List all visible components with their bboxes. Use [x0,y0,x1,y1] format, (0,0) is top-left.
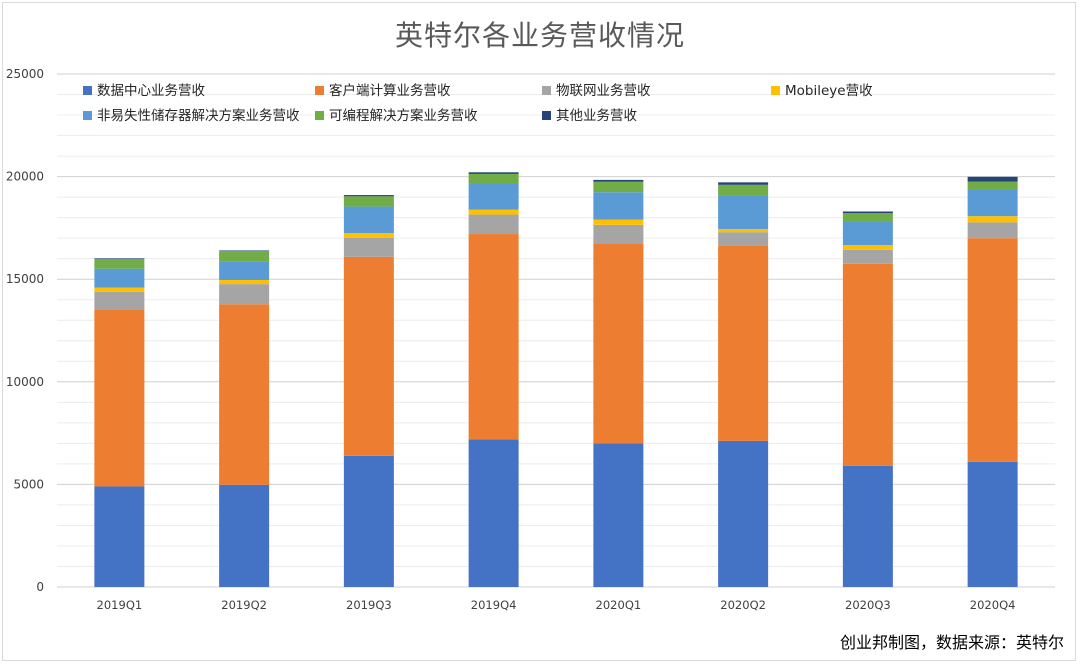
bar-segment [842,221,893,246]
x-tick-label: 2019Q3 [346,598,392,612]
y-tick-label: 25000 [6,67,44,81]
bar-segment [718,245,769,441]
bar-segment [718,229,769,233]
bar-segment [842,249,893,264]
bar-segment [593,179,644,182]
legend-swatch [771,86,780,95]
x-tick-label: 2020Q1 [596,598,642,612]
bar-segment [593,443,644,587]
bar-segment [94,287,145,292]
bar-segment [718,184,769,196]
x-tick-label: 2020Q4 [970,598,1016,612]
bar-segment [468,234,519,440]
chart-title: 英特尔各业务营收情况 [394,19,685,52]
legend-label: Mobileye营收 [785,83,873,99]
bar-segment [219,261,270,281]
bar-segment [343,196,394,207]
bar-segment [593,224,644,244]
bar-segment [343,195,394,197]
bar-segment [967,216,1018,223]
legend-item: 非易失性储存器解决方案业务营收 [83,104,300,124]
y-tick-label: 10000 [6,375,44,389]
legend-item: 可编程解决方案业务营收 [315,104,478,124]
source-note: 创业邦制图，数据来源：英特尔 [839,633,1064,652]
x-tick-label: 2019Q4 [471,598,517,612]
legend-item: 数据中心业务营收 [83,79,205,99]
legend-swatch [542,111,551,120]
bar-segment [219,284,270,305]
legend-swatch [83,111,92,120]
bar-segment [593,219,644,225]
bar-segment [842,213,893,222]
bar-segment [468,173,519,184]
y-tick-label: 0 [36,580,44,594]
legend-label: 客户端计算业务营收 [329,83,451,99]
x-tick-label: 2020Q2 [720,598,766,612]
bar-segment [343,237,394,257]
bar-segment [94,268,145,288]
x-tick-label: 2019Q1 [97,598,143,612]
bar-segment [842,245,893,250]
x-tick-label: 2019Q2 [221,598,267,612]
bar-segment [343,206,394,234]
legend-item: 客户端计算业务营收 [315,79,451,99]
y-tick-label: 5000 [13,477,44,491]
legend-swatch [83,86,92,95]
legend-swatch [315,86,324,95]
bar-segment [967,461,1018,587]
bar-segment [842,211,893,214]
bar-segment [94,258,145,259]
legend-label: 其他业务营收 [556,108,637,124]
bar-segment [842,465,893,587]
legend-label: 数据中心业务营收 [97,83,205,99]
bar-segment [94,309,145,487]
bar-segment [219,304,270,485]
bar-segment [468,439,519,587]
bar-segment [343,455,394,587]
bar-segment [718,182,769,185]
bar-segment [593,181,644,193]
legend-item: 物联网业务营收 [542,79,651,99]
bar-segment [94,258,145,269]
y-tick-label: 20000 [6,170,44,184]
bar-segment [219,484,270,587]
bar-segment [967,176,1018,182]
bar-segment [718,232,769,246]
legend-item: 其他业务营收 [542,104,637,124]
bar-segment [468,209,519,215]
bar-segment [718,440,769,587]
legend-swatch [315,111,324,120]
bar-segment [219,250,270,252]
legend-swatch [542,86,551,95]
y-tick-label: 15000 [6,272,44,286]
bar-segment [967,181,1018,190]
bar-segment [468,172,519,174]
bar-segment [718,195,769,230]
legend-label: 物联网业务营收 [556,83,651,99]
bar-segment [219,280,270,285]
bar-segment [343,233,394,238]
bar-segment [468,183,519,210]
legend-item: Mobileye营收 [771,79,873,99]
bar-segment [967,189,1018,217]
bar-segment [593,243,644,444]
bar-segment [967,222,1018,239]
bar-segment [468,214,519,235]
bar-segment [94,486,145,587]
bar-segment [343,256,394,456]
legend-label: 可编程解决方案业务营收 [329,108,478,124]
bar-segment [219,251,270,262]
bar-segment [593,192,644,220]
legend-label: 非易失性储存器解决方案业务营收 [97,108,300,124]
x-tick-label: 2020Q3 [845,598,891,612]
bar-segment [842,263,893,466]
bar-segment [967,238,1018,462]
bar-segment [94,291,145,310]
